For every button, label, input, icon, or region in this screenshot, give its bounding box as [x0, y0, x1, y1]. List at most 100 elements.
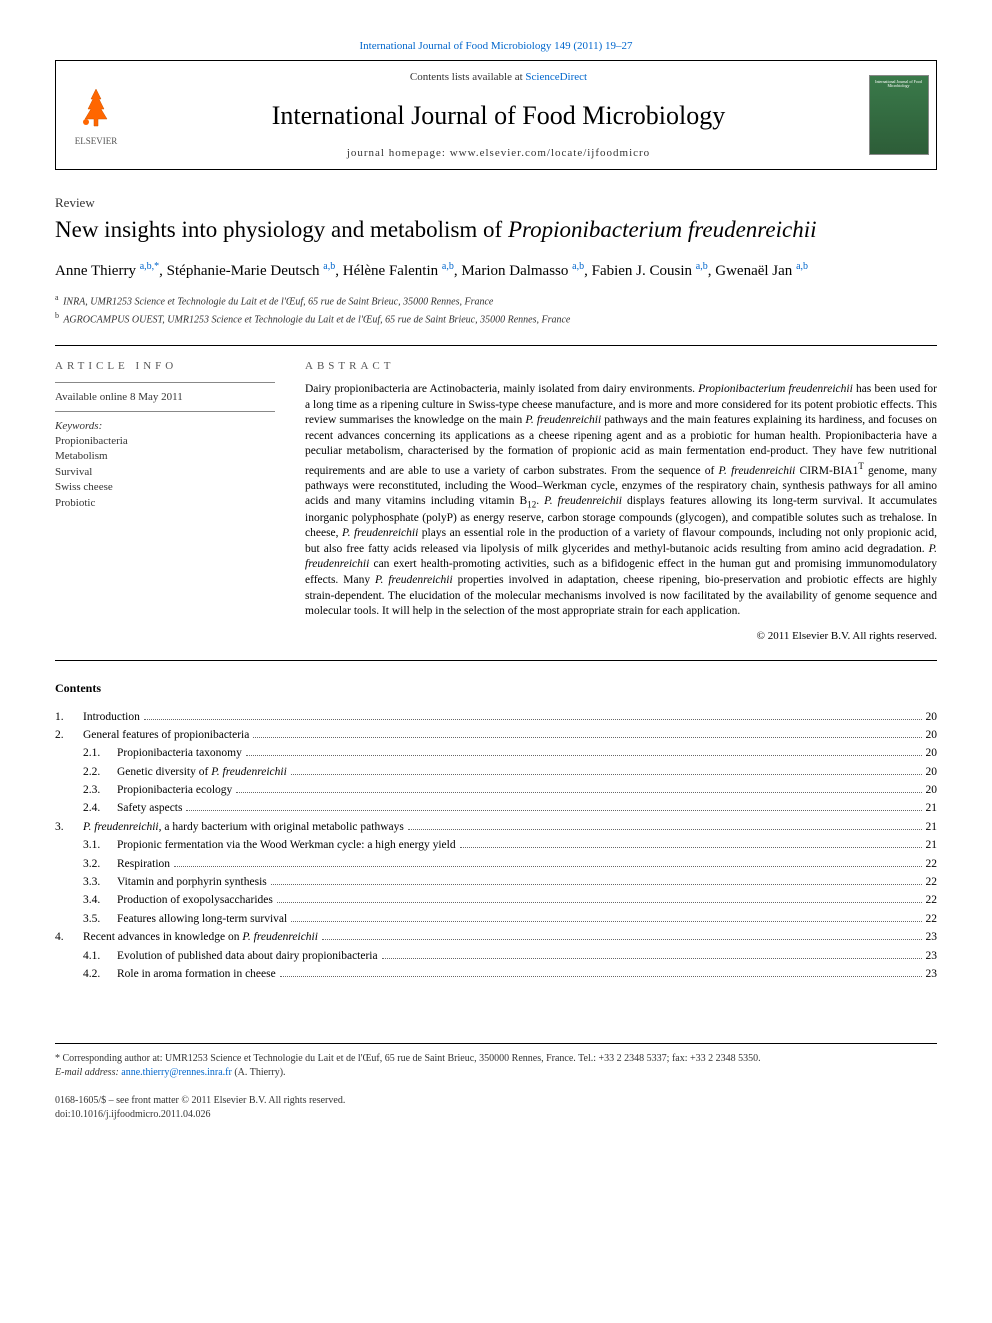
toc-leader-dots [186, 810, 921, 811]
toc-page: 22 [926, 855, 938, 873]
author: Marion Dalmasso a,b [461, 263, 584, 279]
contents-available-line: Contents lists available at ScienceDirec… [410, 71, 587, 83]
elsevier-logo[interactable]: ELSEVIER [56, 61, 136, 169]
toc-entry[interactable]: 3.P. freudenreichii, a hardy bacterium w… [55, 818, 937, 836]
keyword: Metabolism [55, 449, 275, 464]
toc-label: Respiration [117, 855, 170, 873]
journal-name: International Journal of Food Microbiolo… [272, 101, 725, 131]
toc-entry[interactable]: 2.General features of propionibacteria20 [55, 726, 937, 744]
toc-page: 23 [926, 947, 938, 965]
toc-entry[interactable]: 3.4.Production of exopolysaccharides22 [55, 891, 937, 909]
info-divider [55, 411, 275, 412]
toc-page: 22 [926, 891, 938, 909]
corresponding-email[interactable]: anne.thierry@rennes.inra.fr [121, 1067, 232, 1078]
toc-number: 4. [55, 928, 83, 946]
keyword: Probiotic [55, 496, 275, 511]
toc-label: Evolution of published data about dairy … [117, 947, 378, 965]
toc-leader-dots [322, 939, 922, 940]
toc-leader-dots [408, 829, 922, 830]
toc-entry[interactable]: 1.Introduction 20 [55, 708, 937, 726]
toc-leader-dots [460, 847, 922, 848]
toc-leader-dots [271, 884, 922, 885]
toc-label: Introduction [83, 708, 140, 726]
toc-page: 20 [926, 726, 938, 744]
elsevier-tree-icon [71, 84, 121, 134]
toc-page: 22 [926, 910, 938, 928]
toc-number: 2.2. [83, 763, 117, 781]
journal-header: ELSEVIER Contents lists available at Sci… [55, 60, 937, 170]
toc-label: P. freudenreichii, a hardy bacterium wit… [83, 818, 404, 836]
title-species: Propionibacterium freudenreichii [508, 217, 817, 242]
journal-citation-link[interactable]: International Journal of Food Microbiolo… [55, 40, 937, 52]
section-divider [55, 660, 937, 661]
article-info-heading: ARTICLE INFO [55, 360, 275, 372]
email-label: E-mail address: [55, 1067, 119, 1078]
toc-page: 20 [926, 763, 938, 781]
toc-entry[interactable]: 3.5.Features allowing long-term survival… [55, 910, 937, 928]
sciencedirect-link[interactable]: ScienceDirect [525, 71, 587, 83]
toc-label: Propionic fermentation via the Wood Werk… [117, 836, 456, 854]
elsevier-label: ELSEVIER [75, 136, 118, 146]
toc-entry[interactable]: 2.1.Propionibacteria taxonomy 20 [55, 744, 937, 762]
issn-line: 0168-1605/$ – see front matter © 2011 El… [55, 1094, 937, 1108]
toc-page: 20 [926, 744, 938, 762]
contents-prefix: Contents lists available at [410, 71, 525, 83]
toc-entry[interactable]: 2.2.Genetic diversity of P. freudenreich… [55, 763, 937, 781]
toc-label: Propionibacteria ecology [117, 781, 232, 799]
toc-number: 4.1. [83, 947, 117, 965]
author: Gwenaël Jan a,b [715, 263, 808, 279]
toc-entry[interactable]: 3.2.Respiration 22 [55, 855, 937, 873]
section-divider [55, 345, 937, 346]
info-divider [55, 382, 275, 383]
keywords-label: Keywords: [55, 420, 275, 432]
authors-list: Anne Thierry a,b,*, Stéphanie-Marie Deut… [55, 259, 937, 283]
toc-leader-dots [174, 866, 921, 867]
toc-leader-dots [280, 976, 922, 977]
article-title: New insights into physiology and metabol… [55, 215, 937, 245]
toc-label: Role in aroma formation in cheese [117, 965, 276, 983]
toc-page: 20 [926, 708, 938, 726]
toc-page: 22 [926, 873, 938, 891]
toc-entry[interactable]: 3.1.Propionic fermentation via the Wood … [55, 836, 937, 854]
toc-entry[interactable]: 4.Recent advances in knowledge on P. fre… [55, 928, 937, 946]
corresponding-author: * Corresponding author at: UMR1253 Scien… [55, 1052, 937, 1066]
keyword: Swiss cheese [55, 480, 275, 495]
toc-number: 3.3. [83, 873, 117, 891]
toc-entry[interactable]: 4.2.Role in aroma formation in cheese23 [55, 965, 937, 983]
toc-number: 3.4. [83, 891, 117, 909]
abstract-section: ABSTRACT Dairy propionibacteria are Acti… [305, 360, 937, 641]
toc-leader-dots [236, 792, 921, 793]
affiliation: a INRA, UMR1253 Science et Technologie d… [55, 292, 937, 309]
toc-label: Genetic diversity of P. freudenreichii [117, 763, 287, 781]
cover-text: International Journal of Food Microbiolo… [874, 80, 924, 89]
toc-label: Vitamin and porphyrin synthesis [117, 873, 267, 891]
email-attribution: (A. Thierry). [232, 1067, 286, 1078]
toc-number: 1. [55, 708, 83, 726]
journal-homepage: journal homepage: www.elsevier.com/locat… [347, 147, 650, 159]
toc-number: 2.4. [83, 799, 117, 817]
toc-entry[interactable]: 4.1.Evolution of published data about da… [55, 947, 937, 965]
author: Stéphanie-Marie Deutsch a,b [167, 263, 336, 279]
article-type: Review [55, 195, 937, 211]
toc-page: 21 [926, 836, 938, 854]
toc-entry[interactable]: 3.3.Vitamin and porphyrin synthesis 22 [55, 873, 937, 891]
author: Fabien J. Cousin a,b [592, 263, 708, 279]
toc-number: 3. [55, 818, 83, 836]
toc-number: 3.2. [83, 855, 117, 873]
toc-page: 21 [926, 818, 938, 836]
toc-number: 2.1. [83, 744, 117, 762]
toc-label: Propionibacteria taxonomy [117, 744, 242, 762]
affiliation: b AGROCAMPUS OUEST, UMR1253 Science et T… [55, 310, 937, 327]
toc-entry[interactable]: 2.3.Propionibacteria ecology20 [55, 781, 937, 799]
affiliations: a INRA, UMR1253 Science et Technologie d… [55, 292, 937, 327]
toc-page: 23 [926, 965, 938, 983]
toc-entry[interactable]: 2.4.Safety aspects21 [55, 799, 937, 817]
toc-label: Safety aspects [117, 799, 182, 817]
toc-leader-dots [144, 719, 922, 720]
journal-cover-thumb[interactable]: International Journal of Food Microbiolo… [861, 61, 936, 169]
contents-heading: Contents [55, 681, 937, 696]
copyright-line: © 2011 Elsevier B.V. All rights reserved… [305, 630, 937, 642]
table-of-contents: 1.Introduction202.General features of pr… [55, 708, 937, 984]
toc-leader-dots [277, 902, 922, 903]
toc-leader-dots [291, 774, 922, 775]
